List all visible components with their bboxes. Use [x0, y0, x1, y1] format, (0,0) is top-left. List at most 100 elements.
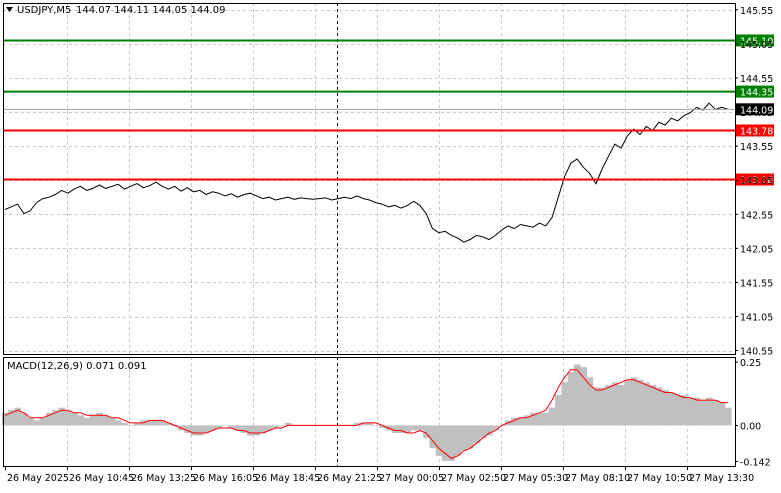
macd-bar [209, 425, 216, 431]
macd-bar [58, 407, 66, 426]
time-axis-label: 26 May 2025 [7, 473, 69, 484]
price-axis-label: 141.55 [740, 278, 773, 289]
macd-bar [423, 425, 430, 439]
macd-bar [127, 425, 135, 426]
macd-bar [372, 425, 380, 426]
macd-bar [234, 425, 242, 431]
macd-bar [284, 422, 292, 426]
macd-bar [624, 379, 631, 426]
macd-bar [152, 420, 160, 426]
macd-bar [473, 425, 481, 444]
macd-bar [71, 412, 78, 426]
macd-bar [190, 425, 198, 436]
price-axis-label: 142.55 [740, 210, 773, 221]
price-axis-label: 142.05 [740, 244, 773, 255]
macd-bar [542, 412, 550, 426]
macd-title: MACD(12,26,9) 0.071 0.091 [7, 361, 147, 372]
macd-bar [240, 425, 248, 433]
macd-bar [108, 417, 116, 426]
macd-bar [360, 422, 367, 426]
macd-bar [435, 425, 443, 456]
price-axis-label: 145.05 [740, 40, 773, 51]
macd-bar [429, 425, 437, 449]
macd-pane-frame [3, 357, 736, 467]
support-level-label: 143.78 [740, 126, 773, 137]
macd-bar [511, 417, 518, 426]
price-pane-frame [3, 3, 736, 355]
macd-axis: 0.25 0.00 -0.142 [735, 358, 771, 468]
macd-bar [146, 420, 154, 426]
macd-bar [724, 407, 732, 426]
macd-bar [159, 420, 166, 426]
macd-bar [133, 422, 141, 426]
macd-bar [555, 395, 562, 426]
macd-bar [33, 420, 40, 426]
macd-bar [397, 425, 405, 433]
macd-bar [523, 415, 531, 426]
macd-bar [203, 425, 210, 433]
time-axis-label: 26 May 10:45 [69, 473, 134, 484]
macd-bar [618, 384, 625, 426]
price-levels [3, 39, 735, 181]
price-axis-label: 143.55 [740, 142, 773, 153]
macd-bar [416, 425, 424, 431]
price-axis: 145.10 144.35 143.78 143.06 145.55 145.05 144.… [735, 6, 774, 358]
time-axis-label: 27 May 02:50 [441, 473, 506, 484]
macd-bar [680, 395, 688, 426]
macd-bar [687, 397, 694, 426]
macd-bar [712, 400, 719, 426]
macd-bar [64, 410, 72, 426]
symbol-dropdown-icon[interactable] [6, 7, 13, 12]
macd-bar [8, 410, 15, 426]
macd-bar [448, 425, 455, 461]
macd-bar [27, 417, 34, 426]
macd-bar [410, 425, 418, 431]
symbol-label[interactable]: USDJPY,M5 [17, 5, 71, 16]
price-line [4, 102, 729, 243]
macd-bar [215, 425, 223, 428]
price-axis-label: 144.55 [740, 74, 773, 85]
macd-bar [165, 422, 172, 426]
macd-bar [479, 425, 487, 439]
macd-bar [379, 425, 386, 428]
macd-bar [486, 425, 493, 436]
macd-bar [599, 387, 606, 426]
macd-bar [228, 425, 235, 428]
time-axis-label: 27 May 00:05 [379, 473, 444, 484]
price-axis-label: 145.55 [740, 6, 773, 17]
macd-bar [655, 387, 663, 426]
macd-bar [467, 425, 474, 449]
macd-bar [668, 392, 675, 426]
price-axis-label: 140.55 [740, 347, 773, 358]
price-axis-label: 143.05 [740, 176, 773, 187]
macd-bar [96, 412, 103, 426]
macd-bar [636, 379, 644, 426]
macd-bar [366, 422, 374, 426]
macd-bar [196, 425, 204, 436]
chart-frames [3, 3, 736, 467]
macd-bar [14, 407, 22, 426]
price-axis-label: 141.05 [740, 313, 773, 324]
price-series [4, 102, 729, 243]
resistance-level-label: 144.35 [740, 88, 773, 99]
macd-bar [706, 397, 713, 426]
macd-bar [611, 382, 619, 426]
macd-bar [272, 425, 279, 428]
macd-bar [561, 382, 569, 426]
macd-bar [253, 425, 260, 436]
macd-bar [1, 412, 9, 426]
macd-bar [592, 387, 600, 426]
macd-histogram [1, 364, 732, 461]
current-price-tag [736, 103, 774, 116]
ohlc-readout: 144.07 144.11 144.05 144.09 [76, 5, 226, 16]
macd-bar [39, 417, 47, 426]
chart-header: USDJPY,M5 144.07 144.11 144.05 144.09 [6, 5, 226, 16]
macd-bar [586, 377, 594, 426]
macd-bar [693, 397, 701, 426]
macd-bar [353, 422, 361, 426]
macd-bar [649, 384, 657, 426]
macd-bar [605, 384, 613, 426]
time-axis-label: 26 May 18:45 [255, 473, 320, 484]
macd-bar [643, 382, 650, 426]
macd-bar [102, 415, 110, 426]
